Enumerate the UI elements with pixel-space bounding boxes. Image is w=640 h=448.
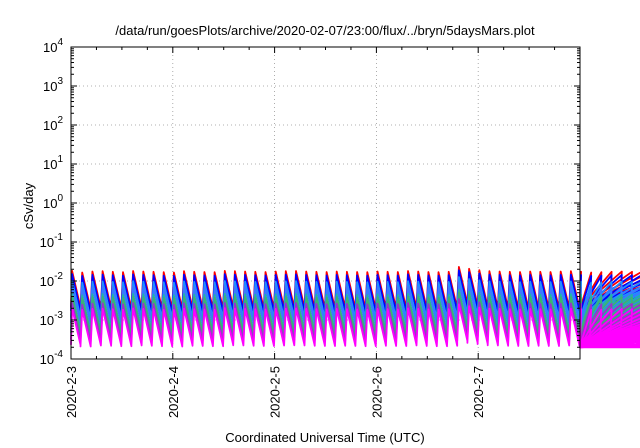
y-tick-label: 10-1 bbox=[40, 232, 64, 250]
y-tick-label: 10-4 bbox=[40, 349, 64, 367]
y-tick-label: 104 bbox=[43, 37, 63, 55]
x-tick-label: 2020-2-4 bbox=[166, 366, 181, 418]
y-tick-label: 102 bbox=[43, 115, 63, 133]
series-line bbox=[70, 303, 640, 349]
x-tick-label: 2020-2-6 bbox=[369, 366, 384, 418]
x-axis-label: Coordinated Universal Time (UTC) bbox=[225, 430, 424, 445]
x-tick-label: 2020-2-7 bbox=[471, 366, 486, 418]
series-group bbox=[70, 266, 640, 349]
x-tick-label: 2020-2-5 bbox=[268, 366, 283, 418]
chart-title: /data/run/goesPlots/archive/2020-02-07/2… bbox=[115, 23, 535, 38]
y-tick-label: 10-2 bbox=[40, 271, 64, 289]
y-tick-label: 100 bbox=[43, 193, 63, 211]
y-tick-label: 103 bbox=[43, 76, 63, 94]
y-axis: 10-4 10-3 10-2 10-1 100 101 102 103 104 bbox=[40, 37, 580, 367]
y-tick-label: 101 bbox=[43, 154, 63, 172]
x-tick-label: 2020-2-3 bbox=[64, 366, 79, 418]
y-axis-label: cSv/day bbox=[21, 182, 36, 229]
y-tick-label: 10-3 bbox=[40, 310, 64, 328]
x-axis: 2020-2-3 2020-2-4 2020-2-5 2020-2-6 2020-2-7 bbox=[64, 47, 581, 418]
